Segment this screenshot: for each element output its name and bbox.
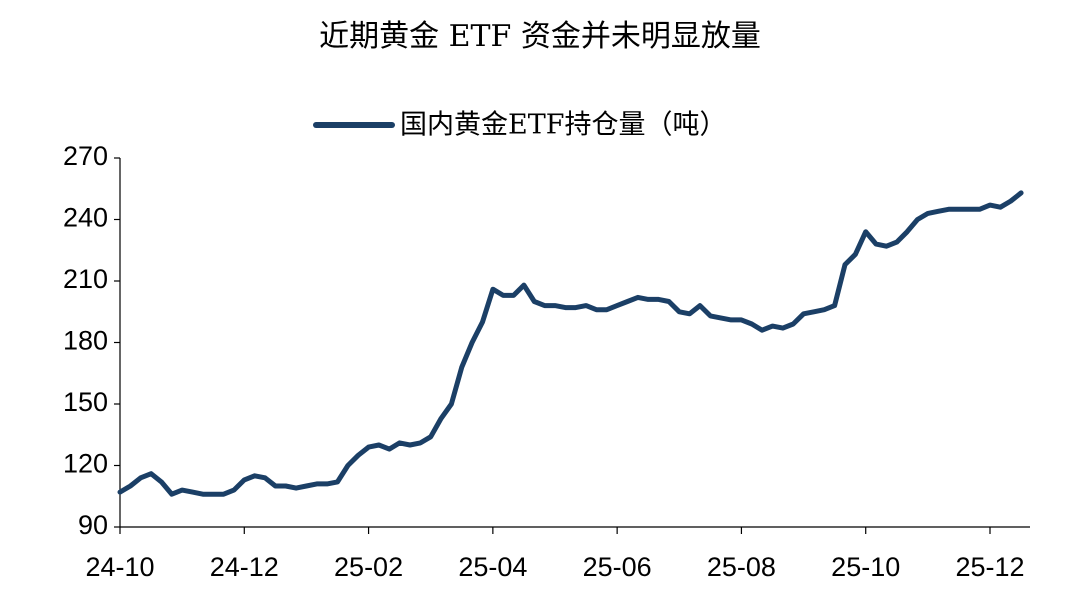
x-tick-label: 25-12 bbox=[955, 552, 1024, 582]
y-tick-label: 180 bbox=[63, 326, 108, 356]
x-tick-label: 25-08 bbox=[707, 552, 776, 582]
x-tick-label: 25-04 bbox=[458, 552, 527, 582]
y-tick-label: 270 bbox=[63, 141, 108, 171]
x-tick-label: 25-02 bbox=[334, 552, 403, 582]
x-tick-label: 24-12 bbox=[210, 552, 279, 582]
y-tick-label: 240 bbox=[63, 203, 108, 233]
chart-title: 近期黄金 ETF 资金并未明显放量 bbox=[319, 19, 761, 54]
x-tick-label: 24-10 bbox=[85, 552, 154, 582]
y-tick-label: 150 bbox=[63, 387, 108, 417]
y-tick-label: 120 bbox=[63, 449, 108, 479]
legend-label: 国内黄金ETF持仓量（吨） bbox=[400, 110, 726, 141]
y-tick-label: 90 bbox=[78, 510, 108, 540]
series-line bbox=[117, 190, 1024, 497]
x-tick-label: 25-10 bbox=[831, 552, 900, 582]
y-tick-label: 210 bbox=[63, 264, 108, 294]
x-tick-label: 25-06 bbox=[583, 552, 652, 582]
